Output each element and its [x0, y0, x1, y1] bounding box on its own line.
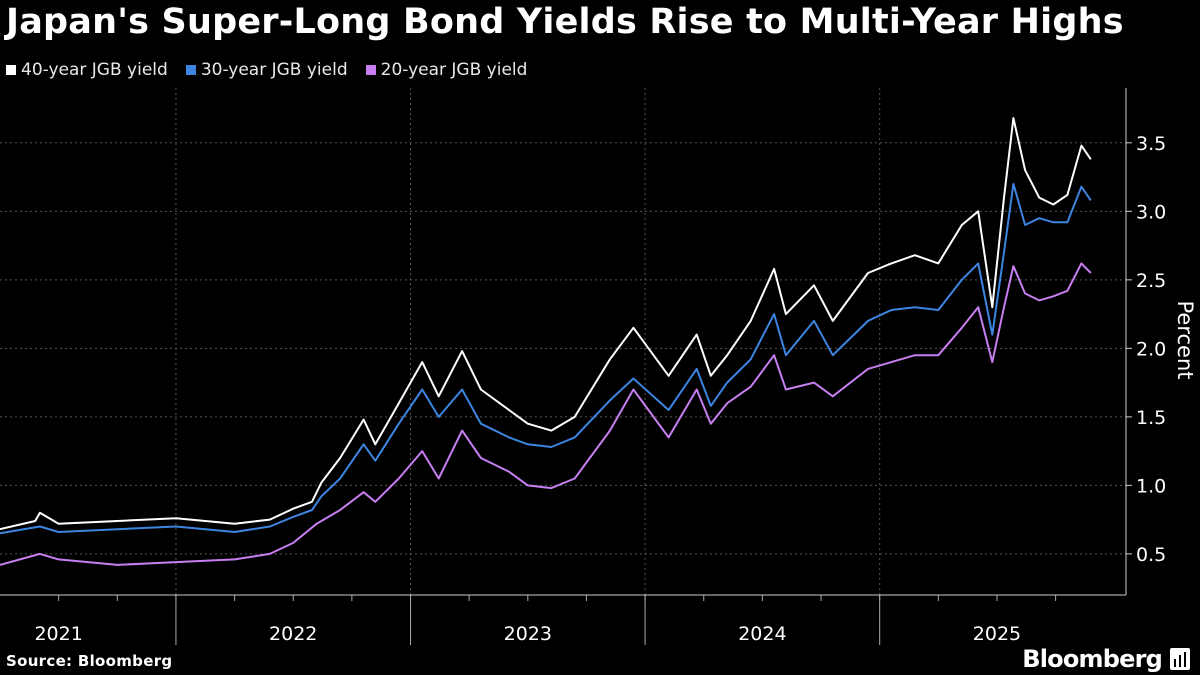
- y-axis-label: Percent: [1173, 300, 1197, 379]
- legend-label-20y: 20-year JGB yield: [380, 60, 528, 80]
- x-tick-label: 2022: [269, 623, 317, 645]
- legend-swatch-40y: [6, 65, 16, 75]
- y-tick-label: 3.0: [1136, 201, 1166, 223]
- y-tick-label: 2.5: [1136, 270, 1166, 292]
- y-tick-label: 0.5: [1136, 544, 1166, 566]
- legend-label-30y: 30-year JGB yield: [200, 60, 348, 80]
- y-tick-label: 1.0: [1136, 475, 1166, 497]
- legend-item-20y: 20-year JGB yield: [365, 60, 528, 80]
- y-tick-label: 1.5: [1136, 407, 1166, 429]
- source-note: Source: Bloomberg: [6, 652, 173, 670]
- legend-item-40y: 40-year JGB yield: [6, 60, 168, 80]
- line-40y: [0, 117, 1092, 531]
- y-tick-label: 2.0: [1136, 338, 1166, 360]
- legend-item-30y: 30-year JGB yield: [185, 60, 348, 80]
- line-20y: [0, 262, 1092, 566]
- x-tick-label: 2024: [738, 623, 786, 645]
- bloomberg-mark-icon: [1170, 648, 1190, 670]
- line-30y: [0, 182, 1092, 535]
- x-tick-label: 2023: [504, 623, 552, 645]
- x-tick-label: 2025: [973, 623, 1021, 645]
- legend-swatch-20y: [365, 65, 376, 75]
- legend: 40-year JGB yield 30-year JGB yield 20-y…: [6, 60, 527, 80]
- legend-swatch-30y: [185, 65, 196, 75]
- brand-wordmark: Bloomberg: [1022, 645, 1163, 673]
- x-tick-label: 2021: [34, 623, 82, 645]
- bloomberg-logo: Bloomberg: [1022, 645, 1190, 673]
- chart-title: Japan's Super-Long Bond Yields Rise to M…: [6, 2, 1124, 42]
- line-chart: 0.5 1.0 1.5 2.0 2.5 3.0 3.5 2021 2022 2023 2024 202…: [0, 88, 1197, 645]
- y-tick-label: 3.5: [1136, 133, 1166, 155]
- legend-label-40y: 40-year JGB yield: [21, 60, 168, 80]
